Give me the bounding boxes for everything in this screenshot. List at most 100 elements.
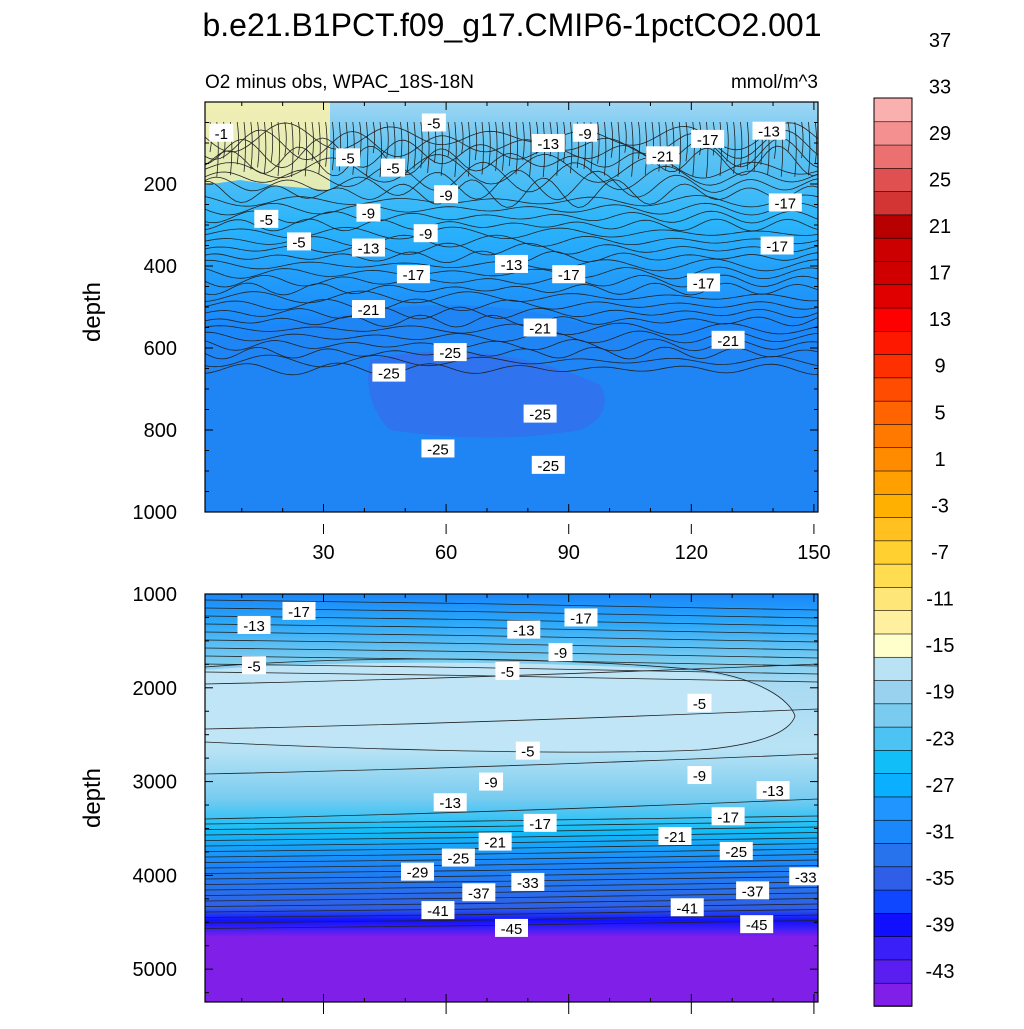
y-tick-label: 800	[144, 420, 177, 442]
top-axes: 30 60 90 120 150 200 400 600 800 1000	[133, 101, 831, 564]
colorbar-segment	[873, 540, 913, 565]
top-contour-line	[604, 121, 607, 176]
contour-label-text: -5	[341, 150, 354, 167]
colorbar-tick-label: -39	[926, 915, 955, 937]
contour-label-text: -37	[742, 883, 764, 900]
colorbar-segment	[873, 563, 913, 588]
top-contour-line	[264, 121, 267, 174]
top-contour-line	[733, 121, 736, 174]
top-contour-line	[270, 121, 274, 162]
contour-label-background	[719, 841, 753, 860]
top-contour-label: -25	[531, 455, 565, 475]
contour-label-background	[396, 265, 430, 284]
top-contour-line	[298, 121, 301, 155]
contour-label-background	[531, 134, 565, 152]
contour-label-text: -9	[578, 126, 591, 143]
contour-label-text: -37	[468, 885, 490, 902]
colorbar-segment	[873, 935, 913, 961]
colorbar-segment	[873, 237, 913, 262]
colorbar-segment	[873, 633, 913, 658]
top-contour-line	[610, 121, 614, 158]
contour-label-background	[372, 363, 406, 382]
contour-label-background	[434, 185, 459, 204]
contour-label-text: -41	[676, 900, 698, 917]
colorbar-segment	[873, 912, 913, 937]
colorbar-frame	[873, 97, 913, 1007]
colorbar-segment	[873, 889, 913, 914]
colorbar-tick-label: -35	[926, 868, 955, 890]
bottom-contour-line	[205, 859, 818, 869]
contour-label-text: -9	[419, 226, 432, 243]
y-tick-label: 2000	[133, 678, 178, 700]
colorbar-segment	[873, 516, 913, 542]
top-contour-line	[386, 121, 389, 158]
bottom-contour-label: -9	[687, 766, 712, 785]
top-contour-line	[205, 145, 818, 177]
colorbar-tick-label: -15	[926, 635, 955, 657]
contour-label-text: -21	[717, 333, 739, 350]
contour-label-background	[523, 318, 557, 337]
bottom-contour-line	[205, 898, 818, 907]
top-contour-line	[706, 121, 709, 178]
top-contour-line	[205, 314, 818, 328]
colorbar-segment	[873, 446, 913, 472]
top-contour-line	[291, 121, 294, 178]
bottom-contour-line	[205, 892, 818, 902]
colorbar-segment	[873, 866, 913, 891]
colorbar-tick-label: -43	[926, 961, 955, 983]
top-contour-line	[413, 121, 416, 169]
contour-label-text: -17	[766, 239, 788, 256]
bottom-contour-line	[205, 837, 818, 847]
contour-label-background	[658, 826, 692, 845]
contour-label-background	[421, 113, 446, 132]
top-contour-label: -21	[523, 318, 557, 338]
contour-label-background	[421, 901, 455, 920]
top-contour-line	[205, 154, 818, 185]
bottom-field-background	[205, 594, 818, 1002]
top-contour-line	[454, 121, 457, 177]
contour-label-text: -17	[529, 816, 551, 833]
top-contour-line	[205, 161, 818, 193]
contour-label-background	[687, 766, 712, 785]
top-contour-line	[205, 298, 818, 312]
colorbar-segment	[873, 982, 913, 1007]
y-tick-label: 200	[144, 174, 177, 196]
colorbar-segment	[873, 214, 913, 239]
contour-label-text: -9	[362, 206, 375, 223]
contour-label-text: -33	[795, 869, 817, 886]
top-contour-line	[685, 121, 688, 162]
bottom-contour-line	[205, 832, 818, 841]
contour-label-background	[495, 254, 528, 273]
contour-label-text: -25	[378, 366, 400, 383]
top-contour-label: -5	[421, 113, 446, 133]
contour-label-text: -21	[652, 148, 674, 165]
colorbar-segment	[873, 959, 913, 984]
top-contour-line	[787, 121, 790, 153]
contour-label-text: -17	[697, 132, 719, 149]
contour-label-background	[495, 918, 528, 937]
contour-label-background	[351, 238, 385, 257]
top-contour-line	[332, 121, 335, 171]
top-contour-line	[359, 121, 362, 160]
colorbar-tick-label: 17	[929, 263, 951, 285]
bottom-contour-label: -21	[478, 832, 512, 852]
bottom-contour-line	[205, 826, 818, 836]
bottom-contour-label: -37	[736, 881, 770, 900]
top-surface-positive-anomaly	[205, 102, 330, 190]
top-contour-line	[236, 121, 240, 165]
contour-label-background	[548, 643, 573, 662]
top-contour-line	[205, 346, 818, 360]
colorbar-segment	[873, 260, 913, 286]
bottom-contour-label: -17	[523, 813, 557, 833]
contour-label-text: -17	[717, 809, 739, 826]
top-contour-line	[250, 121, 253, 170]
bottom-contour-line	[205, 865, 818, 874]
colorbar-segment	[873, 144, 913, 169]
colorbar-tick-label: 13	[929, 309, 951, 331]
top-contour-line	[794, 121, 797, 177]
bottom-contour-label: -41	[421, 901, 455, 920]
contour-label-text: -1	[215, 126, 228, 143]
contour-label-text: -25	[537, 458, 559, 475]
contour-label-background	[760, 236, 794, 255]
